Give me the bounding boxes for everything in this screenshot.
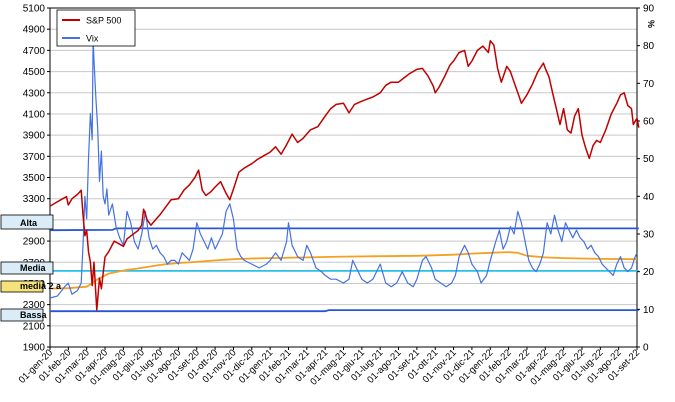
- left-tick-label: 2300: [23, 300, 46, 311]
- level-label-alta-box: [0, 214, 54, 230]
- left-tick-label: 4300: [23, 88, 46, 99]
- legend: S&P 500 Vix: [56, 9, 136, 47]
- right-tick-label: 10: [643, 305, 655, 316]
- left-tick-label: 4500: [23, 67, 46, 78]
- legend-label: Vix: [86, 34, 99, 44]
- right-axis-unit-label: %: [646, 20, 656, 28]
- level-label-bassa-box: [0, 308, 44, 322]
- left-tick-label: 5100: [23, 4, 46, 15]
- right-tick-label: 0: [643, 343, 649, 354]
- left-tick-label: 2100: [23, 321, 46, 332]
- level-labels: Alta Media media 2 a Bassa: [0, 214, 62, 322]
- left-tick-label: 3300: [23, 194, 46, 205]
- right-tick-label: 20: [643, 267, 655, 278]
- series-line-media-2a: [49, 251, 638, 290]
- right-tick-label: 50: [643, 154, 655, 165]
- level-label-bassa: Bassa: [20, 310, 48, 320]
- level-label-media-2-a: media 2 a: [20, 281, 62, 291]
- right-tick-label: 90: [643, 4, 655, 15]
- series-line-sp500: [49, 40, 640, 311]
- reference-line-bassa: [50, 309, 639, 313]
- level-label-media-2-a-box: [0, 280, 44, 293]
- left-tick-label: 4700: [23, 46, 46, 57]
- left-tick-label: 2900: [23, 237, 46, 248]
- left-tick-label: 3700: [23, 152, 46, 163]
- level-label-media: Media: [20, 263, 47, 273]
- left-tick-label: 4100: [23, 109, 46, 120]
- right-tick-label: 40: [643, 192, 655, 203]
- legend-box: [56, 9, 136, 47]
- legend-label: S&P 500: [86, 16, 121, 26]
- right-tick-label: 70: [643, 79, 655, 90]
- right-tick-label: 80: [643, 41, 655, 52]
- level-label-media-box: [0, 261, 54, 275]
- left-tick-label: 4900: [23, 25, 46, 36]
- left-tick-label: 3900: [23, 131, 46, 142]
- right-tick-label: 30: [643, 230, 655, 241]
- left-tick-label: 1900: [23, 343, 46, 354]
- right-tick-label: 60: [643, 117, 655, 128]
- reference-line-alta: [49, 227, 639, 232]
- series-layer: [49, 37, 640, 313]
- left-tick-label: 3500: [23, 173, 46, 184]
- series-line-vix: [49, 37, 638, 299]
- level-label-alta: Alta: [20, 218, 38, 228]
- right-axis: 0 10 20 30 40 50 60 70 80 90: [637, 4, 655, 354]
